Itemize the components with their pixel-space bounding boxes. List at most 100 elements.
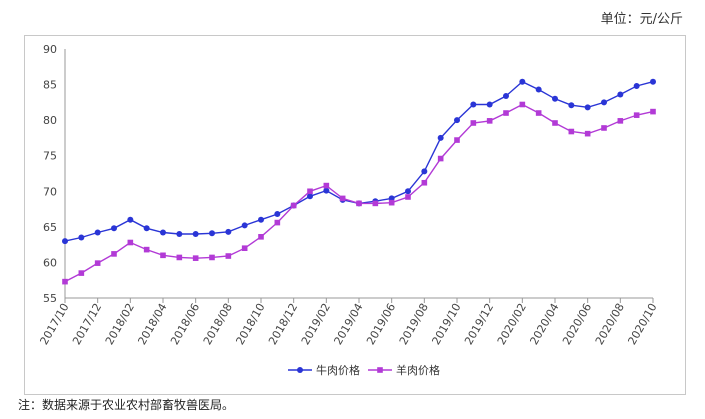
x-tick-label: 2019/02 (299, 301, 333, 347)
data-point (650, 78, 656, 85)
y-tick-label: 70 (43, 185, 57, 198)
data-point (519, 78, 526, 85)
data-point (568, 128, 575, 135)
data-point (323, 182, 330, 189)
x-tick-label: 2019/08 (397, 301, 431, 347)
data-point (78, 234, 85, 241)
legend-marker (297, 367, 303, 373)
data-point (209, 254, 215, 261)
x-tick-label: 2019/10 (429, 301, 463, 347)
legend-marker (377, 367, 383, 373)
data-point (78, 270, 85, 276)
data-point (62, 278, 68, 285)
data-point (307, 188, 313, 195)
data-point (258, 234, 264, 240)
data-point (176, 230, 183, 237)
data-point (111, 251, 117, 257)
data-point (486, 101, 493, 108)
data-point (519, 101, 526, 108)
data-point (617, 118, 624, 124)
data-point (535, 86, 542, 93)
data-point (454, 117, 460, 124)
chart-frame: 55 60 65 70 75 80 85 90 2017/10 2017/12 2018/02 201… (24, 35, 686, 395)
x-tick-label: 2019/04 (331, 301, 365, 347)
data-point (552, 95, 558, 102)
x-tick-label: 2018/10 (233, 301, 267, 347)
data-point (421, 168, 428, 175)
data-point (62, 238, 68, 245)
y-tick-label: 65 (43, 221, 57, 234)
unit-label: 单位：元/公斤 (600, 12, 683, 27)
data-point (470, 101, 477, 108)
y-tick-label: 55 (43, 292, 57, 305)
x-tick-label: 2018/02 (103, 301, 137, 347)
x-tick-label: 2020/06 (560, 301, 594, 347)
source-note: 注：数据来源于农业农村部畜牧兽医局。 (18, 398, 235, 412)
data-point (192, 255, 199, 261)
legend-label: 羊肉价格 (396, 363, 440, 377)
data-point (405, 188, 411, 195)
x-tick-label: 2018/08 (201, 301, 235, 347)
data-point (127, 216, 134, 223)
line-chart: 55606570758085902017/102017/122018/02201… (37, 43, 659, 377)
x-tick-label: 2019/12 (462, 301, 496, 347)
data-point (356, 200, 362, 207)
data-point (601, 125, 607, 131)
data-point (143, 246, 150, 253)
data-point (584, 104, 591, 111)
data-point (176, 254, 183, 261)
data-point (323, 187, 330, 194)
series-line-2 (64, 103, 654, 283)
data-point (127, 239, 134, 246)
data-point (241, 245, 248, 251)
data-point (94, 229, 101, 236)
data-point (258, 216, 264, 223)
data-point (633, 112, 640, 118)
x-tick-label: 2019/06 (364, 301, 398, 347)
data-point (601, 99, 607, 106)
data-point (274, 219, 281, 226)
x-tick-label: 2018/06 (168, 301, 202, 347)
data-point (454, 137, 460, 143)
data-point (225, 228, 232, 235)
y-tick-label: 85 (43, 79, 57, 92)
x-tick-label: 2020/02 (495, 301, 529, 347)
data-point (437, 134, 444, 141)
legend-label: 牛肉价格 (316, 363, 360, 377)
data-point (274, 211, 281, 218)
data-point (241, 222, 248, 229)
x-tick-label: 2018/12 (266, 301, 300, 347)
data-point (388, 199, 395, 206)
data-point (160, 252, 166, 259)
data-point (225, 253, 232, 259)
y-tick-label: 80 (43, 114, 57, 127)
x-tick-label: 2020/04 (527, 301, 561, 347)
data-point (470, 120, 477, 126)
data-point (552, 120, 558, 126)
data-point (568, 102, 575, 109)
x-tick-label: 2018/04 (135, 301, 169, 347)
data-point (650, 108, 656, 115)
data-point (633, 82, 640, 89)
data-point (94, 260, 101, 266)
series-line-1 (64, 80, 654, 242)
x-tick-label: 2020/10 (625, 301, 659, 347)
x-tick-label: 2017/12 (70, 301, 104, 347)
x-tick-label: 2017/10 (37, 301, 71, 347)
data-point (209, 230, 215, 237)
data-point (584, 130, 591, 137)
data-point (192, 230, 199, 237)
data-point (535, 110, 542, 116)
data-point (160, 229, 166, 236)
data-point (437, 155, 444, 162)
y-tick-label: 60 (43, 256, 57, 269)
data-point (307, 193, 313, 200)
data-point (111, 225, 117, 232)
y-tick-label: 90 (43, 43, 57, 56)
data-point (339, 195, 346, 202)
data-point (486, 118, 493, 124)
data-point (503, 110, 509, 116)
data-point (143, 225, 150, 232)
y-tick-label: 75 (43, 150, 57, 163)
data-point (503, 92, 509, 99)
